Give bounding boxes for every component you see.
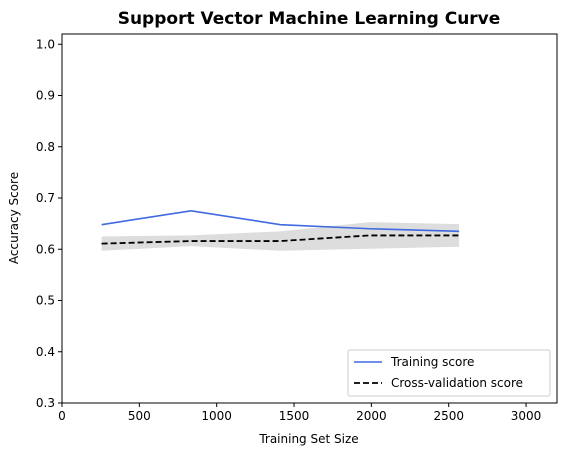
plot-frame xyxy=(61,33,558,404)
y-tick-label: 0.8 xyxy=(36,140,55,154)
x-tick-label: 3000 xyxy=(511,409,542,423)
x-tick-label: 2500 xyxy=(433,409,464,423)
y-tick-label: 0.7 xyxy=(36,191,55,205)
y-axis-label: Accuracy Score xyxy=(7,172,21,264)
y-tick-label: 0.4 xyxy=(36,345,55,359)
y-tick-label: 0.9 xyxy=(36,89,55,103)
x-tick-label: 1000 xyxy=(201,409,232,423)
cv-score-line xyxy=(101,234,460,245)
y-tick-label: 0.5 xyxy=(36,294,55,308)
x-tick-label: 0 xyxy=(58,409,66,423)
legend-cv-label: Cross-validation score xyxy=(391,376,523,390)
y-tick-label: 0.6 xyxy=(36,242,55,256)
training-score-line xyxy=(101,210,460,233)
chart-title: Support Vector Machine Learning Curve xyxy=(118,9,501,29)
y-tick-label: 0.3 xyxy=(36,396,55,410)
x-tick-label: 500 xyxy=(128,409,151,423)
x-axis-label: Training Set Size xyxy=(258,432,358,446)
x-tick-label: 1500 xyxy=(279,409,310,423)
x-tick-label: 2000 xyxy=(356,409,387,423)
plot-area: 0 500 1000 1500 2000 2500 3000 0.3 0.4 0.5 0.6 0.7 0… xyxy=(36,33,558,423)
legend-training-label: Training score xyxy=(390,355,474,369)
legend: Training score Cross-validation score xyxy=(347,349,551,397)
y-tick-label: 1.0 xyxy=(36,37,55,51)
legend-box xyxy=(347,349,551,397)
cv-score-band xyxy=(101,222,460,251)
